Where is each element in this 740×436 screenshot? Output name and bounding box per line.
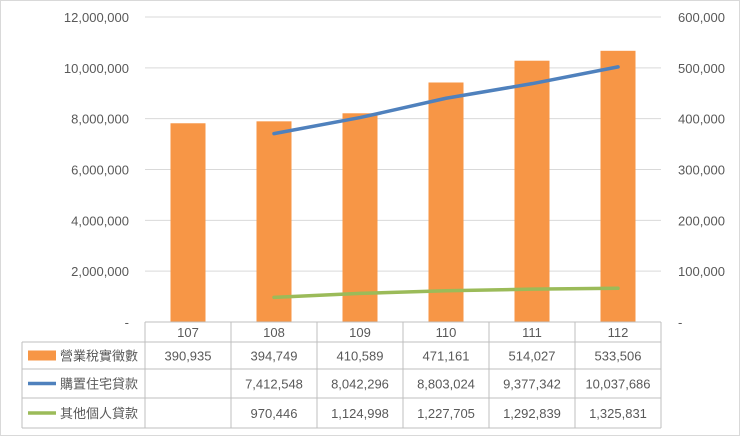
category-label: 108 (263, 325, 285, 340)
right-axis-tick-label: 500,000 (678, 61, 725, 76)
right-axis-tick-label: 400,000 (678, 112, 725, 127)
left-axis-tick-label: 2,000,000 (71, 264, 129, 279)
legend-label: 其他個人貸款 (60, 406, 138, 421)
legend-label: 購置住宅貸款 (60, 377, 138, 392)
data-value-label: 8,042,296 (331, 377, 389, 392)
data-value-label: 514,027 (509, 349, 556, 364)
series-line-2[interactable] (272, 286, 620, 300)
data-value-label: 1,325,831 (589, 406, 647, 421)
data-value-label: 7,412,548 (245, 377, 303, 392)
data-value-label: 471,161 (423, 349, 470, 364)
category-label: 112 (608, 325, 629, 340)
bar-112[interactable] (600, 50, 636, 322)
data-value-label: 533,506 (595, 349, 642, 364)
data-value-label: 390,935 (165, 349, 212, 364)
left-axis-tick-label: 10,000,000 (64, 61, 129, 76)
left-axis-tick-label: 6,000,000 (71, 163, 129, 178)
bar-110[interactable] (428, 82, 464, 322)
right-axis-tick-label: 200,000 (678, 213, 725, 228)
bar-111[interactable] (514, 60, 550, 322)
bar-107[interactable] (170, 123, 206, 322)
data-value-label: 410,589 (337, 349, 384, 364)
left-axis-tick-label: 4,000,000 (71, 213, 129, 228)
legend-key-bar (28, 350, 56, 361)
data-value-label: 1,227,705 (417, 406, 475, 421)
legend-label: 營業稅實徵數 (60, 349, 138, 364)
right-axis-tick-label: - (678, 315, 682, 330)
left-axis-tick-label: 12,000,000 (64, 10, 129, 25)
series-line-1[interactable] (272, 65, 620, 136)
data-value-label: 8,803,024 (417, 377, 475, 392)
category-label: 109 (349, 325, 371, 340)
category-label: 107 (177, 325, 199, 340)
bar-109[interactable] (342, 113, 378, 322)
data-value-label: 970,446 (251, 406, 298, 421)
right-axis-tick-label: 300,000 (678, 163, 725, 178)
data-value-label: 1,292,839 (503, 406, 561, 421)
category-label: 110 (436, 325, 457, 340)
bar-108[interactable] (256, 121, 292, 322)
left-axis-tick-label: - (125, 315, 129, 330)
data-value-label: 1,124,998 (331, 406, 389, 421)
data-value-label: 9,377,342 (503, 377, 561, 392)
right-axis-tick-label: 600,000 (678, 10, 725, 25)
data-value-label: 10,037,686 (585, 377, 650, 392)
left-axis-tick-label: 8,000,000 (71, 112, 129, 127)
data-value-label: 394,749 (251, 349, 298, 364)
category-label: 111 (522, 325, 542, 340)
right-axis-tick-label: 100,000 (678, 264, 725, 279)
